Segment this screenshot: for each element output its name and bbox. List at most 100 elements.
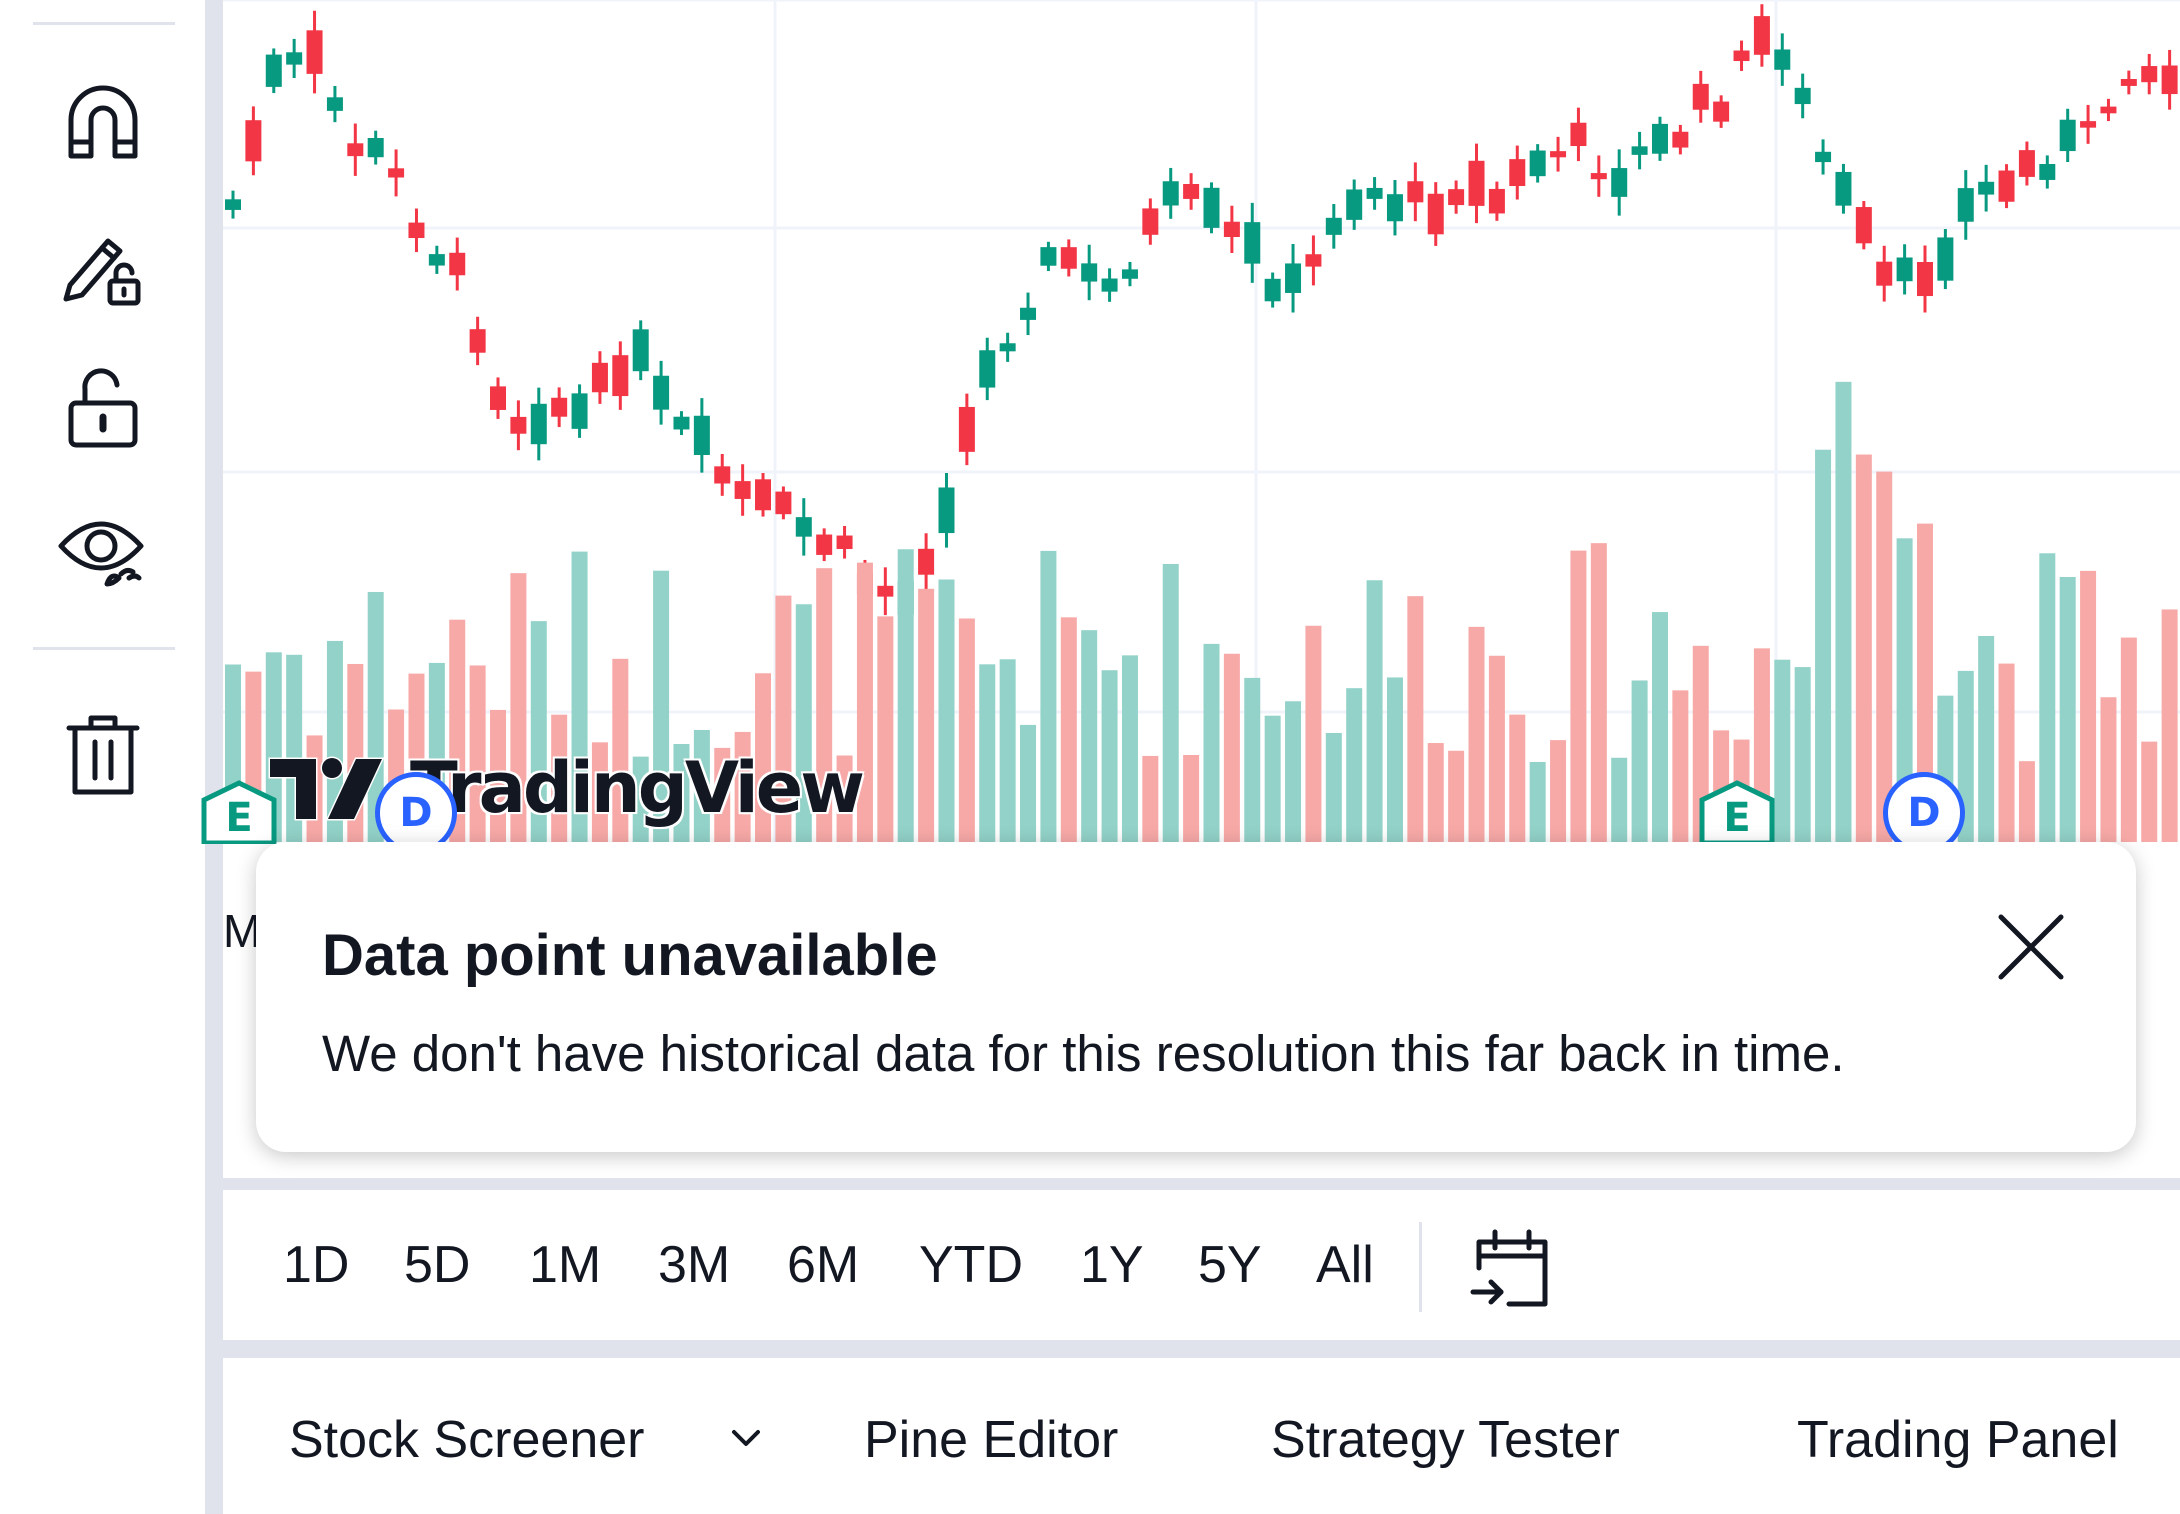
go-to-date-button[interactable] (1469, 1228, 1555, 1314)
up-candle (1244, 222, 1261, 264)
down-volume-bar (2018, 761, 2035, 842)
down-volume-bar (2141, 741, 2158, 842)
up-candle (938, 487, 955, 534)
down-candle (1916, 262, 1933, 297)
up-volume-bar (1366, 580, 1383, 842)
up-volume-bar (1529, 761, 1546, 842)
up-volume-bar (693, 729, 710, 842)
range-6m[interactable]: 6M (787, 1236, 860, 1294)
down-candle (2120, 79, 2137, 86)
up-candle (225, 199, 241, 210)
up-volume-bar (1631, 680, 1648, 842)
down-volume-bar (816, 568, 833, 842)
tradingview-logo-icon (268, 756, 385, 821)
down-candle (469, 329, 486, 353)
down-volume-bar (2100, 697, 2117, 842)
tab-pine-editor[interactable]: Pine Editor (864, 1411, 1119, 1469)
down-candle (347, 143, 364, 157)
dividend-marker[interactable]: D (375, 772, 457, 854)
down-candle (1753, 16, 1770, 55)
calendar-goto-icon (1470, 1229, 1548, 1307)
range-3m[interactable]: 3M (658, 1236, 731, 1294)
tab-trading-panel[interactable]: Trading Panel (1797, 1411, 2119, 1469)
earnings-marker[interactable]: E (201, 780, 277, 844)
up-candle (1285, 263, 1302, 293)
up-candle (1020, 307, 1037, 320)
down-volume-bar (1550, 740, 1567, 842)
down-candle (2080, 121, 2097, 128)
up-candle (367, 138, 384, 158)
drawing-mode-lock-button[interactable] (47, 210, 159, 322)
range-5d[interactable]: 5D (404, 1236, 471, 1294)
up-volume-bar (1611, 757, 1628, 842)
earnings-marker-shape (201, 780, 277, 844)
down-volume-bar (1876, 471, 1893, 842)
data-unavailable-toast: Data point unavailable We don't have his… (256, 842, 2136, 1152)
up-volume-bar (1815, 449, 1832, 842)
toolbar-divider (33, 22, 175, 25)
price-chart[interactable] (223, 0, 2180, 870)
lock-icon (68, 368, 138, 448)
chevron-down-icon[interactable] (728, 1420, 764, 1456)
down-volume-bar (1183, 754, 1200, 842)
up-volume-bar (1244, 677, 1261, 842)
up-volume-bar (2059, 576, 2076, 842)
lock-drawings-button[interactable] (47, 352, 159, 464)
tab-stock-screener[interactable]: Stock Screener (289, 1411, 645, 1469)
down-volume-bar (551, 714, 568, 842)
up-candle (1937, 237, 1954, 281)
range-1m[interactable]: 1M (529, 1236, 602, 1294)
up-candle (1978, 181, 1995, 195)
up-volume-bar (653, 570, 670, 842)
down-volume-bar (2080, 570, 2097, 842)
tab-strategy-tester[interactable]: Strategy Tester (1271, 1411, 1620, 1469)
down-candle (612, 355, 629, 397)
remove-objects-button[interactable] (47, 698, 159, 810)
down-volume-bar (918, 588, 935, 842)
up-candle (1896, 257, 1913, 282)
down-volume-bar (1672, 690, 1689, 842)
up-volume-bar (938, 579, 955, 842)
toast-close-button[interactable] (1996, 912, 2066, 982)
up-volume-bar (571, 551, 588, 842)
down-candle (1305, 254, 1322, 267)
up-candle (2039, 164, 2056, 180)
up-candle (1101, 278, 1118, 292)
up-candle (1794, 87, 1811, 105)
magnet-mode-button[interactable] (47, 64, 159, 176)
range-1y[interactable]: 1Y (1080, 1236, 1144, 1294)
up-candle (795, 517, 812, 537)
trash-icon (66, 715, 140, 795)
up-candle (1529, 150, 1546, 177)
bottom-panel-tabs: Stock Screener Pine Editor Strategy Test… (223, 1358, 2180, 1514)
down-volume-bar (1916, 523, 1933, 842)
range-ytd[interactable]: YTD (919, 1236, 1023, 1294)
up-candle (428, 254, 445, 266)
up-candle (1264, 278, 1281, 302)
down-candle (1509, 159, 1526, 187)
down-candle (1570, 122, 1587, 147)
earnings-marker[interactable]: E (1699, 780, 1775, 844)
range-1d[interactable]: 1D (283, 1236, 350, 1294)
down-candle (816, 534, 833, 555)
down-volume-bar (1448, 750, 1465, 842)
down-volume-bar (714, 747, 731, 842)
down-candle (918, 548, 935, 575)
down-candle (836, 535, 853, 549)
up-candle (326, 97, 343, 111)
up-volume-bar (265, 652, 282, 842)
up-volume-bar (1325, 732, 1342, 842)
down-candle (245, 120, 262, 162)
range-5y[interactable]: 5Y (1198, 1236, 1262, 1294)
hide-drawings-button[interactable] (47, 494, 159, 606)
down-volume-bar (877, 616, 894, 842)
up-volume-bar (1346, 688, 1363, 842)
down-candle (958, 406, 975, 452)
tradingview-watermark: TradingView (266, 747, 865, 829)
down-volume-bar (1488, 655, 1505, 842)
down-volume-bar (1692, 645, 1709, 842)
range-all[interactable]: All (1316, 1236, 1374, 1294)
up-candle (286, 52, 303, 65)
down-candle (490, 386, 507, 410)
down-volume-bar (1590, 543, 1607, 842)
